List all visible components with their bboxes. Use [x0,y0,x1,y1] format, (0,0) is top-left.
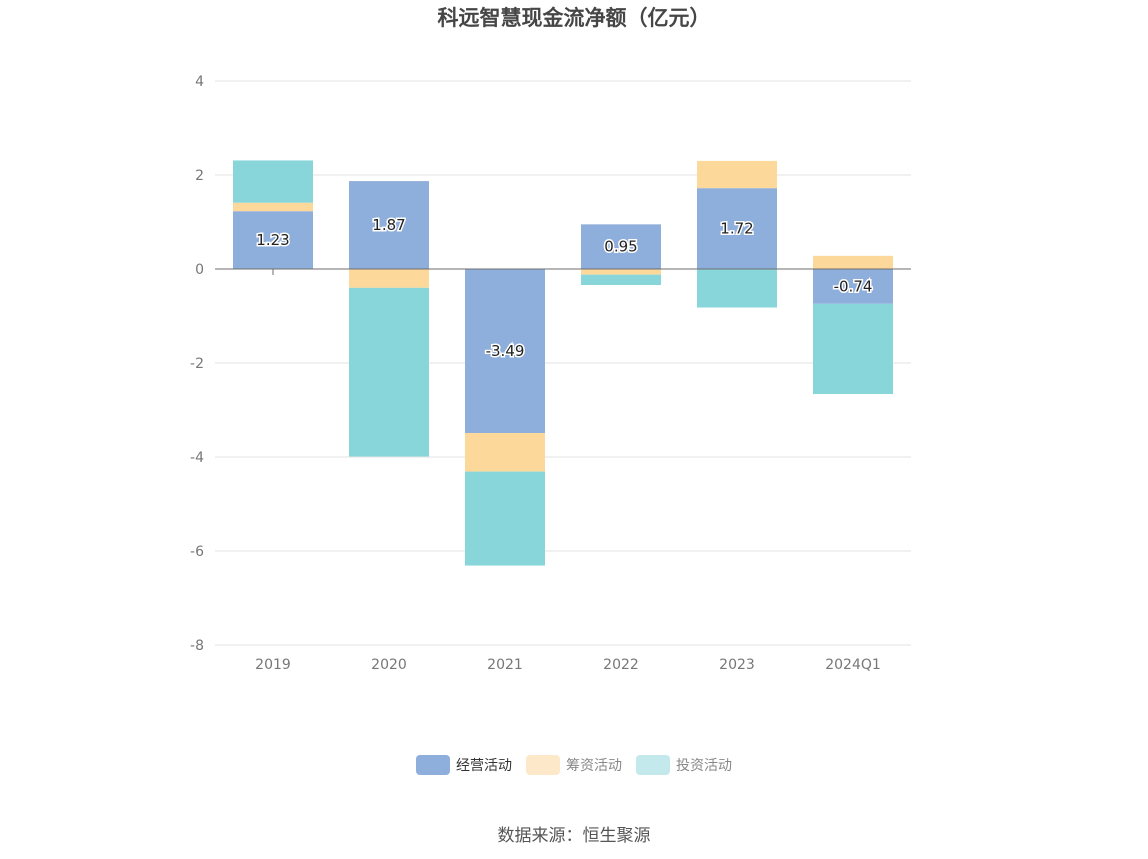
bar-1-2 [465,433,545,472]
bar-0-1 [349,181,429,269]
bar-0-0 [233,211,313,269]
y-tick-label: -2 [190,356,204,372]
y-tick-label: 0 [195,262,204,278]
legend-item-financing[interactable]: 筹资活动 [526,755,622,775]
legend-swatch-investing [636,755,670,775]
bar-1-0 [233,202,313,212]
legend-swatch-operating [416,755,450,775]
y-tick-label: -4 [190,450,204,466]
y-tick-label: 2 [195,168,204,184]
data-label: 0.95 [604,238,637,256]
bar-2-4 [697,269,777,308]
data-source-note: 数据来源：恒生聚源 [497,826,651,846]
bar-1-1 [349,269,429,288]
bar-1-3 [581,269,661,275]
bar-2-0 [233,160,313,203]
bar-0-4 [697,188,777,269]
legend-item-operating[interactable]: 经营活动 [416,755,512,775]
bar-2-1 [349,287,429,457]
x-tick-label: 2019 [255,657,291,673]
y-tick-label: 4 [195,74,204,90]
data-label: -0.74 [834,277,873,295]
y-tick-label: -8 [190,638,204,654]
bar-2-3 [581,274,661,285]
y-tick-label: -6 [190,544,204,560]
legend-label-operating: 经营活动 [456,758,512,774]
bar-1-5 [813,255,893,269]
chart-title: 科远智慧现金流净额（亿元） [437,6,711,30]
x-tick-label: 2020 [371,657,407,673]
data-label: -3.49 [486,342,525,360]
bar-2-2 [465,471,545,566]
bar-0-3 [581,224,661,269]
x-tick-label: 2023 [719,657,755,673]
legend-swatch-financing [526,755,560,775]
chart-legend: 经营活动 筹资活动 投资活动 [0,755,1148,775]
chart-plot: 4 2 0 -2 -4 -6 -8 1.23 1.87 -3.49 0.95 1.72 -0.74 201… [190,74,911,673]
data-label: 1.23 [256,231,289,249]
bar-0-5 [813,269,893,304]
bar-2-5 [813,303,893,395]
x-tick-label: 2021 [487,657,523,673]
legend-label-financing: 筹资活动 [566,758,622,774]
data-label: 1.72 [720,220,753,238]
bar-0-2 [465,269,545,434]
data-label: 1.87 [372,216,405,234]
bar-1-4 [697,160,777,189]
legend-item-investing[interactable]: 投资活动 [636,755,732,775]
x-tick-label: 2024Q1 [825,657,881,673]
legend-label-investing: 投资活动 [676,758,732,774]
x-tick-label: 2022 [603,657,639,673]
